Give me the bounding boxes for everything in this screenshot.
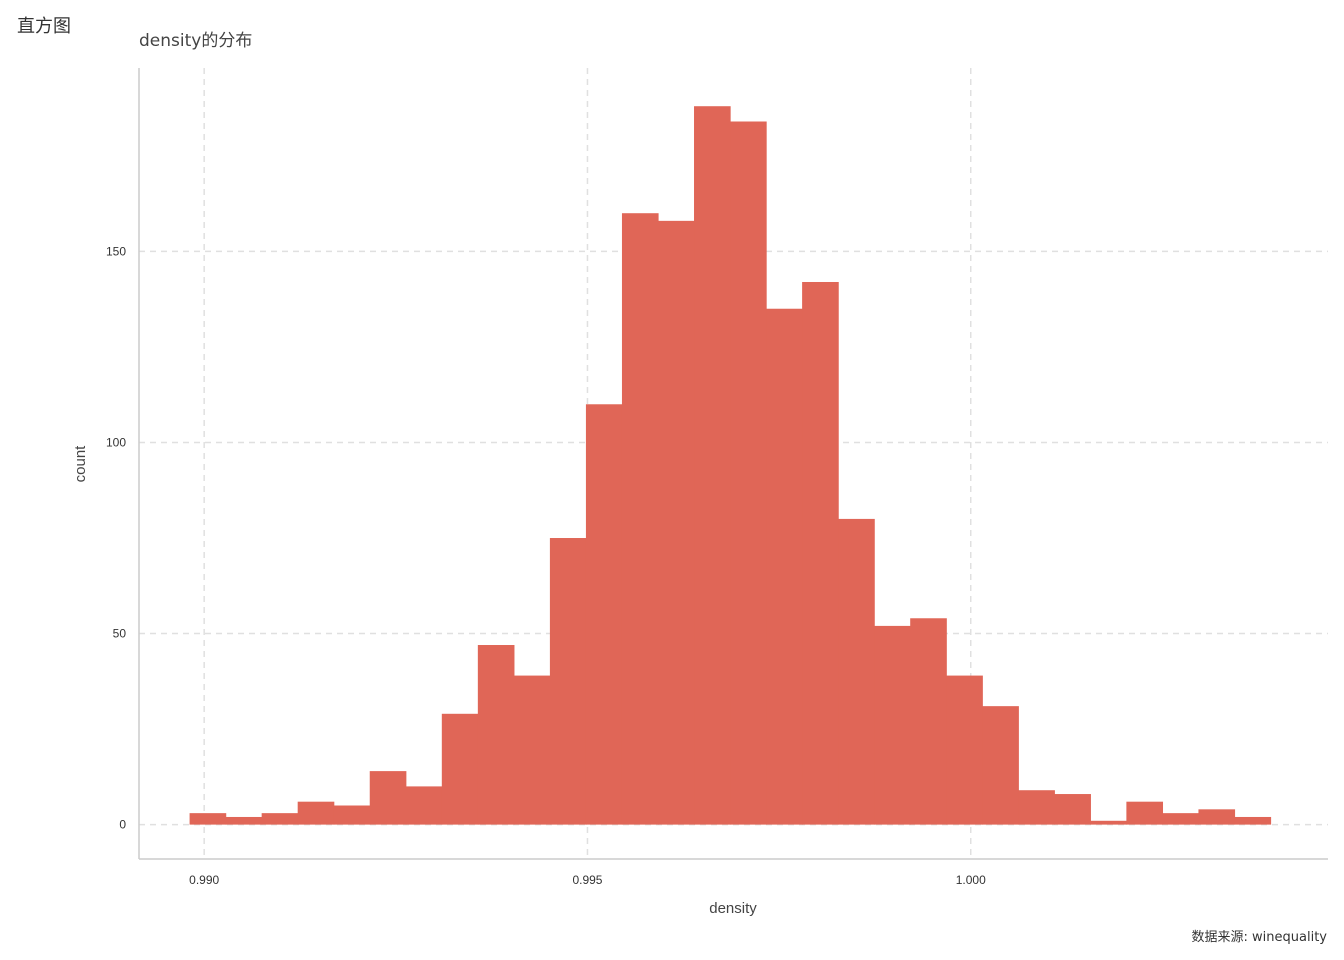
chart-title: density的分布	[139, 31, 252, 51]
histogram-bar	[1198, 809, 1236, 825]
histogram-bar	[1054, 794, 1091, 825]
y-tick-label: 100	[106, 435, 126, 449]
tick-labels-layer: 0.990 0.995 1.000 0 50 100 150	[106, 244, 986, 887]
histogram-bar	[369, 771, 407, 825]
histogram-bar	[838, 518, 875, 825]
x-tick-label: 0.990	[189, 873, 219, 887]
histogram-bar	[621, 213, 659, 825]
histogram-bar	[730, 121, 767, 825]
histogram-bar	[1162, 813, 1200, 825]
histogram-bar	[549, 538, 587, 825]
histogram-bar	[1018, 790, 1055, 825]
histogram-bar	[441, 713, 479, 825]
histogram-bar	[874, 625, 911, 825]
y-axis-title: count	[72, 445, 89, 483]
histogram-bar	[802, 281, 839, 825]
data-source-caption: 数据来源: winequality	[1192, 930, 1328, 945]
histogram-bar	[946, 675, 983, 825]
histogram-bar	[657, 220, 695, 825]
histogram-bar	[694, 106, 731, 825]
histogram-bar	[1126, 801, 1164, 825]
y-tick-label: 50	[113, 627, 127, 641]
histogram-bar	[261, 813, 299, 825]
histogram-bar	[982, 706, 1019, 825]
histogram-bar	[189, 813, 227, 825]
x-axis-title: density	[709, 900, 757, 917]
y-tick-label: 0	[119, 818, 126, 832]
histogram-bar	[1090, 820, 1127, 825]
histogram-bar	[225, 816, 263, 825]
histogram-bar	[405, 786, 443, 825]
histogram-bar	[766, 308, 803, 825]
axis-layer	[138, 68, 1328, 860]
bars-layer	[189, 106, 1272, 825]
page-heading: 直方图	[17, 16, 71, 37]
histogram-bar	[333, 805, 371, 825]
histogram-bar	[297, 801, 335, 825]
histogram-bar	[585, 404, 623, 825]
histogram-bar	[513, 675, 551, 825]
x-tick-label: 0.995	[572, 873, 602, 887]
histogram-bar	[910, 618, 947, 825]
y-tick-label: 150	[106, 244, 126, 258]
histogram-bar	[477, 645, 515, 825]
x-tick-label: 1.000	[956, 873, 986, 887]
histogram-bar	[1234, 816, 1272, 825]
